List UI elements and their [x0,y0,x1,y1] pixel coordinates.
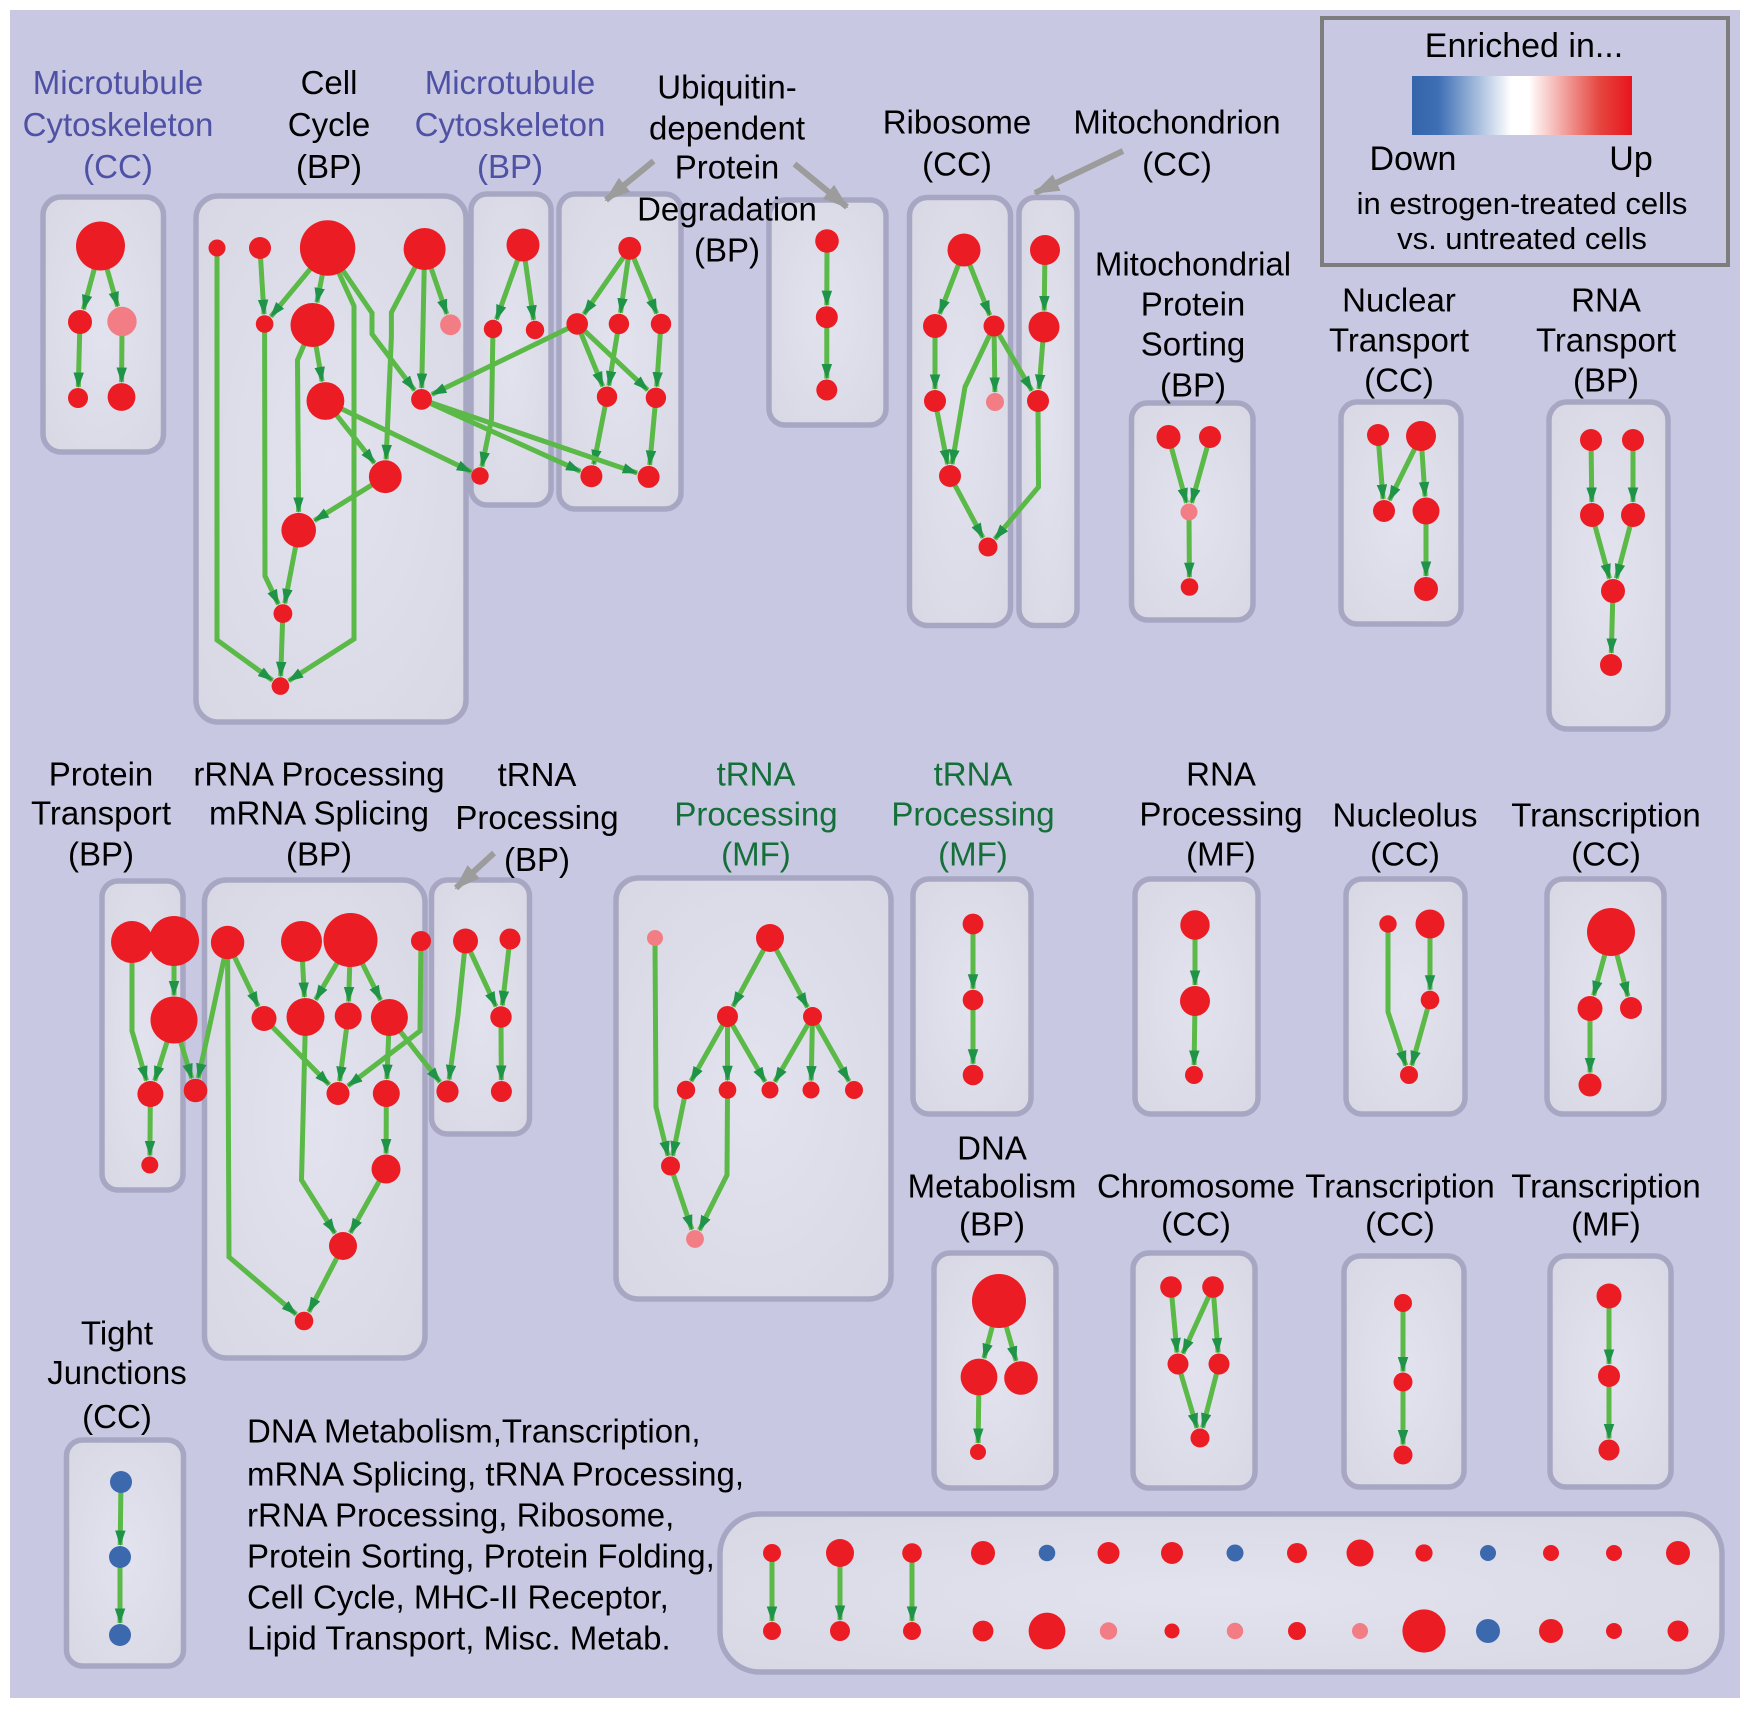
svg-text:(MF): (MF) [1186,836,1256,873]
svg-text:in estrogen-treated cells: in estrogen-treated cells [1357,186,1688,221]
svg-text:Protein Sorting, Protein Foldi: Protein Sorting, Protein Folding, [247,1538,715,1575]
svg-text:Transport: Transport [1329,322,1469,359]
svg-text:rRNA Processing: rRNA Processing [193,756,444,793]
svg-text:(CC): (CC) [1365,1206,1435,1243]
svg-text:Cytoskeleton: Cytoskeleton [23,106,214,143]
svg-text:Processing: Processing [455,799,618,836]
svg-text:Protein: Protein [675,149,780,186]
svg-text:Nuclear: Nuclear [1342,282,1456,319]
svg-text:RNA: RNA [1186,756,1256,793]
svg-text:DNA Metabolism,Transcription,: DNA Metabolism,Transcription, [247,1413,701,1450]
svg-text:Cell: Cell [301,64,358,101]
svg-text:tRNA: tRNA [717,756,796,793]
svg-text:Ribosome: Ribosome [883,104,1032,141]
svg-text:Up: Up [1609,140,1652,178]
svg-text:vs. untreated cells: vs. untreated cells [1397,221,1647,256]
svg-text:RNA: RNA [1571,282,1641,319]
svg-text:Processing: Processing [674,796,837,833]
svg-text:(BP): (BP) [296,148,362,185]
svg-text:Tight: Tight [81,1315,153,1352]
svg-text:Ubiquitin-: Ubiquitin- [657,69,796,106]
svg-text:Degradation: Degradation [637,191,817,228]
svg-text:mRNA Splicing: mRNA Splicing [209,795,429,832]
svg-text:Transport: Transport [1536,322,1676,359]
svg-text:Processing: Processing [891,796,1054,833]
svg-text:(CC): (CC) [82,1398,152,1435]
svg-text:Microtubule: Microtubule [425,64,596,101]
svg-text:(BP): (BP) [694,232,760,269]
svg-text:Protein: Protein [49,756,154,793]
svg-text:(MF): (MF) [938,836,1008,873]
svg-text:(CC): (CC) [1370,836,1440,873]
svg-text:Nucleolus: Nucleolus [1333,797,1478,834]
svg-text:dependent: dependent [649,110,805,147]
svg-text:(MF): (MF) [721,836,791,873]
svg-text:tRNA: tRNA [934,756,1013,793]
svg-text:tRNA: tRNA [498,756,577,793]
svg-text:rRNA Processing, Ribosome,: rRNA Processing, Ribosome, [247,1497,674,1534]
svg-text:(BP): (BP) [286,836,352,873]
svg-text:(BP): (BP) [504,841,570,878]
svg-text:mRNA Splicing, tRNA Processing: mRNA Splicing, tRNA Processing, [247,1456,744,1493]
svg-text:Transcription: Transcription [1305,1168,1495,1205]
svg-text:(BP): (BP) [1160,367,1226,404]
svg-text:(CC): (CC) [1161,1206,1231,1243]
svg-text:Metabolism: Metabolism [908,1168,1077,1205]
svg-text:DNA: DNA [957,1130,1027,1167]
svg-text:Sorting: Sorting [1141,326,1246,363]
svg-text:(CC): (CC) [1364,362,1434,399]
svg-text:Transcription: Transcription [1511,797,1701,834]
svg-text:(MF): (MF) [1571,1206,1641,1243]
svg-text:Protein: Protein [1141,286,1246,323]
svg-text:Mitochondrion: Mitochondrion [1073,104,1280,141]
svg-text:Mitochondrial: Mitochondrial [1095,246,1291,283]
svg-text:(CC): (CC) [83,148,153,185]
svg-text:Chromosome: Chromosome [1097,1168,1295,1205]
svg-text:Down: Down [1370,140,1457,178]
svg-text:(CC): (CC) [1571,836,1641,873]
svg-text:(BP): (BP) [68,836,134,873]
svg-text:(BP): (BP) [477,148,543,185]
svg-text:Transport: Transport [31,795,171,832]
svg-text:(BP): (BP) [959,1206,1025,1243]
svg-text:(CC): (CC) [1142,146,1212,183]
svg-text:Lipid Transport, Misc. Metab.: Lipid Transport, Misc. Metab. [247,1620,671,1657]
svg-text:Cycle: Cycle [288,106,371,143]
svg-text:Enriched in...: Enriched in... [1425,27,1623,65]
svg-text:Cytoskeleton: Cytoskeleton [415,106,606,143]
svg-text:Microtubule: Microtubule [33,64,204,101]
svg-text:(BP): (BP) [1573,362,1639,399]
svg-text:Cell Cycle, MHC-II Receptor,: Cell Cycle, MHC-II Receptor, [247,1579,669,1616]
svg-text:(CC): (CC) [922,146,992,183]
svg-text:Processing: Processing [1139,796,1302,833]
svg-text:Transcription: Transcription [1511,1168,1701,1205]
svg-text:Junctions: Junctions [47,1354,186,1391]
